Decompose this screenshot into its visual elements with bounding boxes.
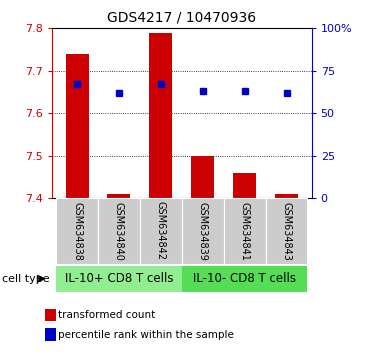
Bar bbox=[182, 266, 308, 292]
Text: IL-10+ CD8 T cells: IL-10+ CD8 T cells bbox=[65, 272, 173, 285]
Bar bbox=[233, 173, 256, 198]
Text: GSM634839: GSM634839 bbox=[198, 201, 208, 261]
Bar bbox=[275, 194, 298, 198]
Bar bbox=[98, 198, 140, 264]
Bar bbox=[224, 198, 266, 264]
Text: GSM634838: GSM634838 bbox=[72, 201, 82, 261]
Text: cell type: cell type bbox=[2, 274, 49, 284]
Text: percentile rank within the sample: percentile rank within the sample bbox=[58, 330, 233, 339]
Text: GSM634843: GSM634843 bbox=[282, 201, 292, 261]
Bar bbox=[56, 266, 182, 292]
Text: GSM634841: GSM634841 bbox=[240, 201, 250, 261]
Text: GSM634840: GSM634840 bbox=[114, 201, 124, 261]
Text: GSM634842: GSM634842 bbox=[156, 201, 166, 261]
Bar bbox=[266, 198, 308, 264]
Title: GDS4217 / 10470936: GDS4217 / 10470936 bbox=[107, 10, 256, 24]
Bar bbox=[108, 194, 131, 198]
Bar bbox=[182, 198, 224, 264]
Bar bbox=[66, 54, 89, 198]
Text: IL-10- CD8 T cells: IL-10- CD8 T cells bbox=[193, 272, 296, 285]
Bar bbox=[191, 156, 214, 198]
Bar bbox=[140, 198, 182, 264]
Text: transformed count: transformed count bbox=[58, 310, 155, 320]
Bar bbox=[150, 33, 173, 198]
Bar bbox=[56, 198, 98, 264]
